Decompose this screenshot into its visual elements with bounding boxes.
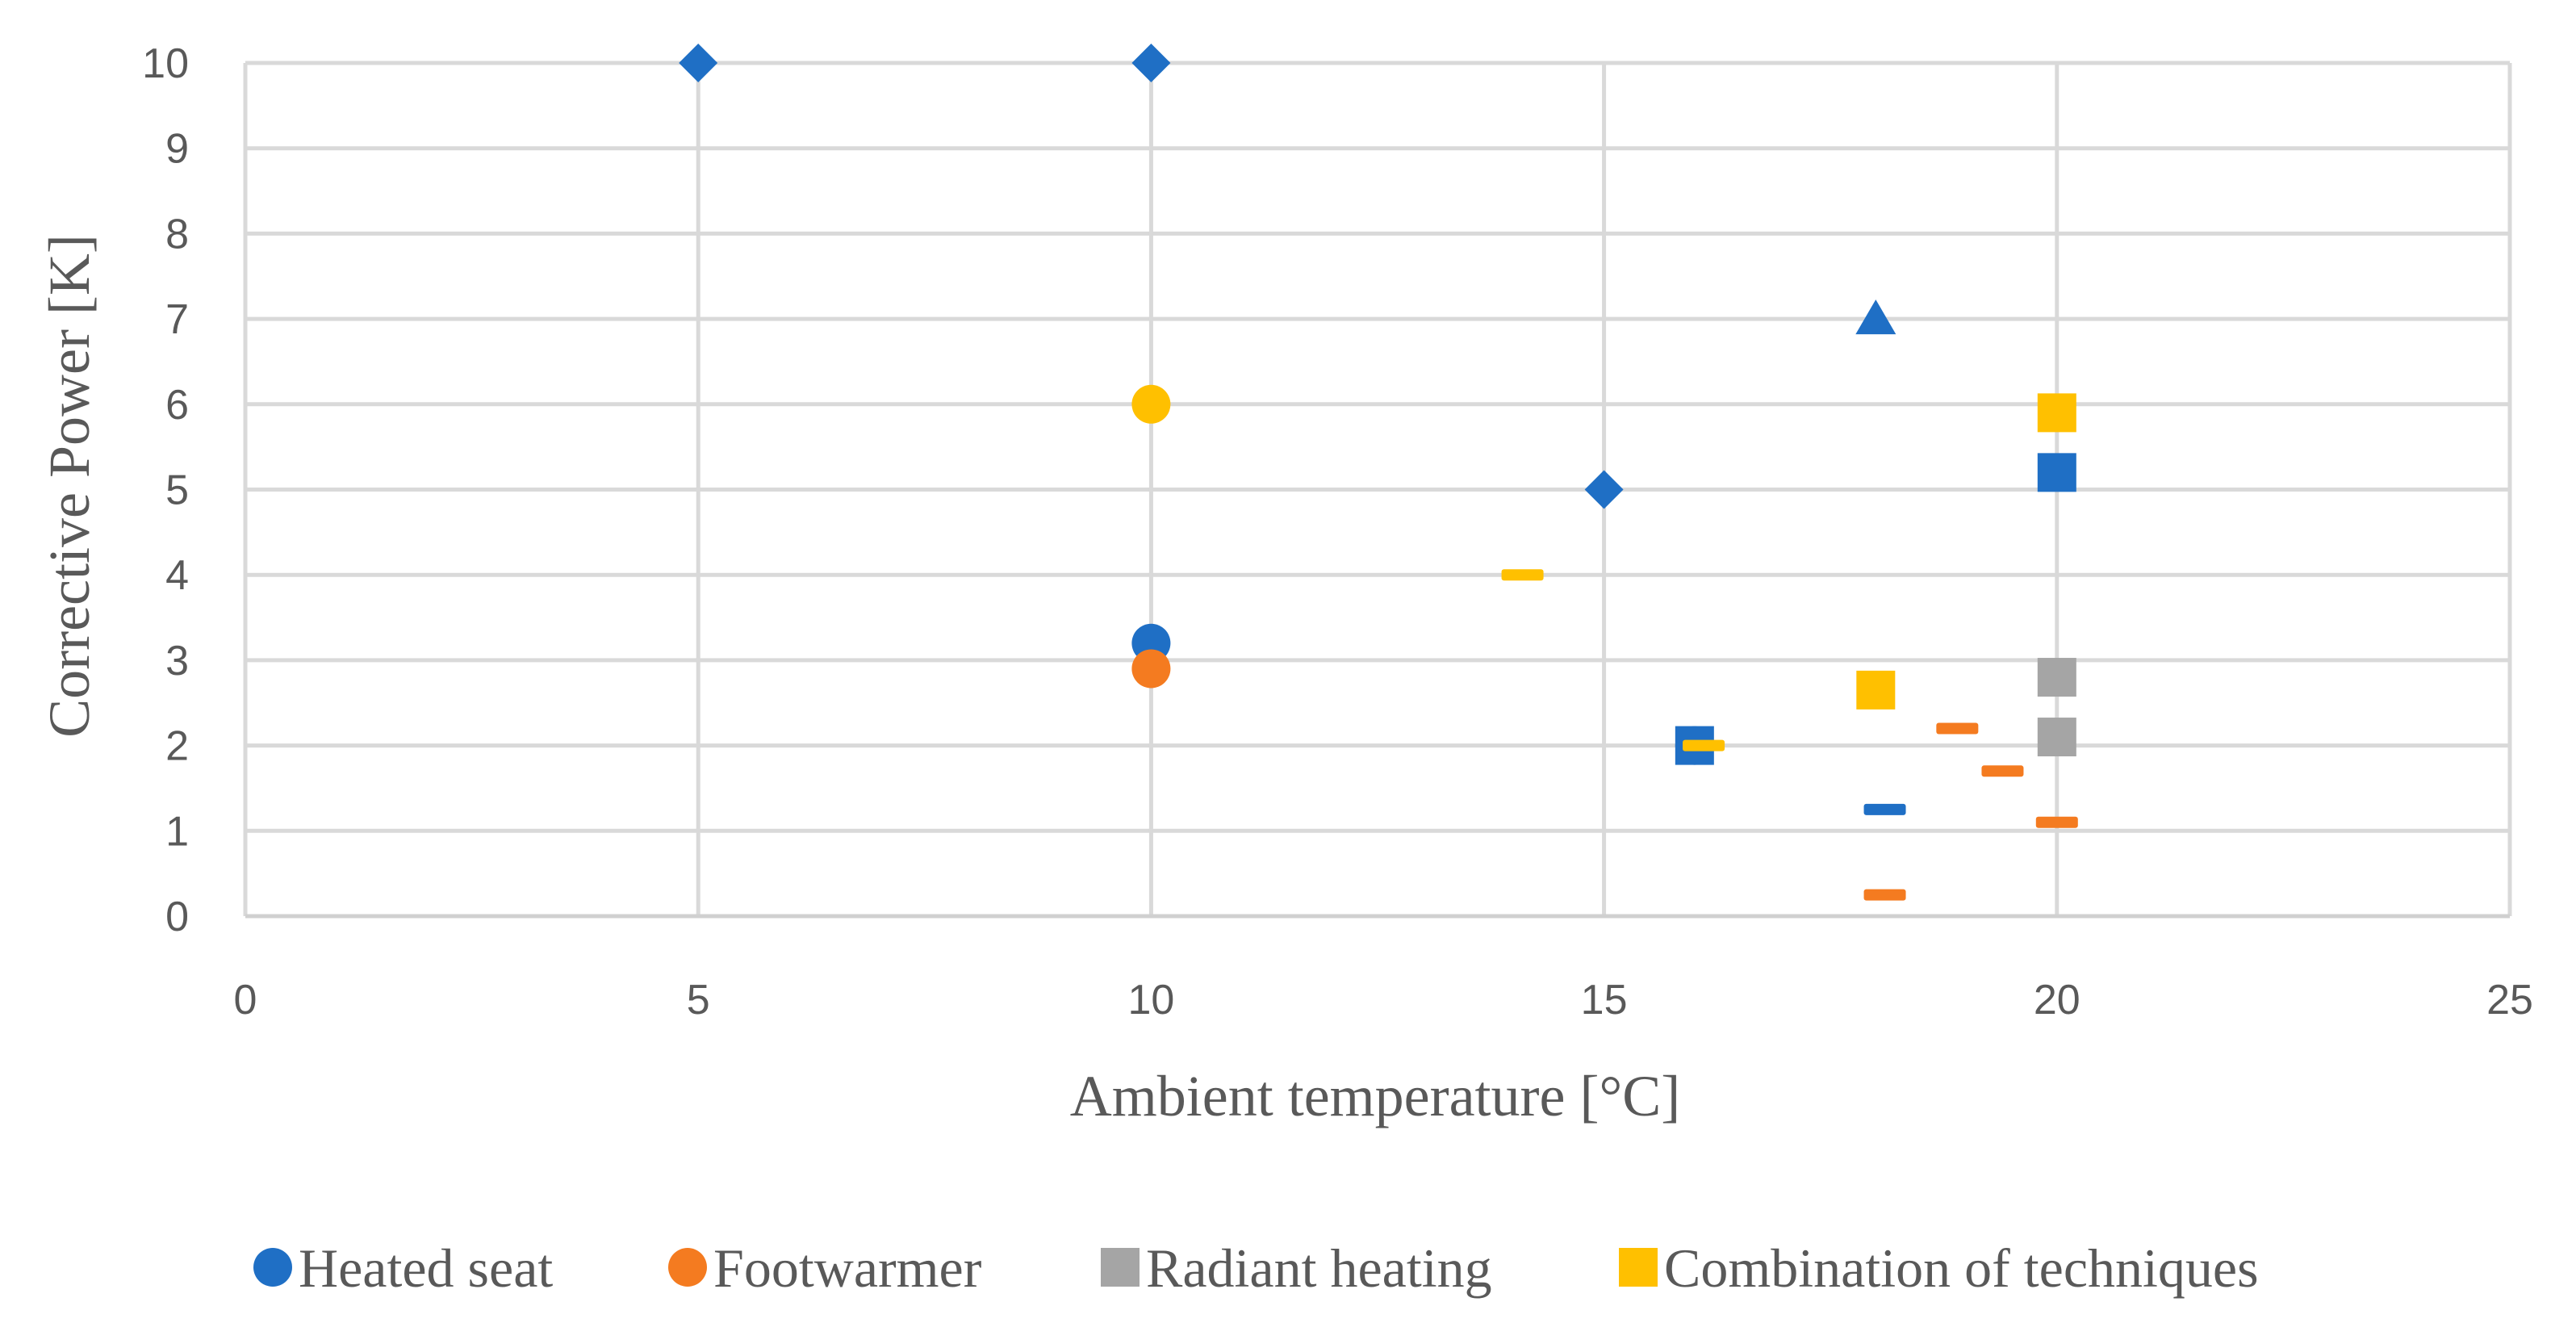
y-tick-label: 3: [165, 638, 189, 684]
y-axis-ticks: 0 1 2 3 4 5 6 7 8 9 10: [142, 40, 189, 940]
data-point-heated-seat: [679, 44, 718, 82]
legend-label: Combination of techniques: [1664, 1237, 2259, 1299]
data-point-combination-of-techniques: [1683, 739, 1725, 751]
y-tick-label: 2: [165, 723, 189, 770]
legend-marker: [668, 1248, 707, 1287]
legend-label: Footwarmer: [713, 1237, 982, 1299]
data-point-heated-seat: [1863, 803, 1906, 815]
data-point-heated-seat: [1131, 44, 1171, 82]
y-tick-label: 6: [165, 382, 189, 429]
x-tick-label: 25: [2486, 977, 2533, 1024]
x-tick-label: 10: [1127, 977, 1174, 1024]
x-axis-title: Ambient temperature [°C]: [1070, 1064, 1681, 1128]
legend-label: Radiant heating: [1146, 1237, 1492, 1299]
y-tick-label: 1: [165, 808, 189, 855]
x-tick-label: 0: [234, 977, 257, 1024]
data-point-footwarmer: [1863, 889, 1906, 901]
y-tick-label: 5: [165, 467, 189, 514]
legend-item-combination-of-techniques[interactable]: Combination of techniques: [1619, 1237, 2259, 1299]
legend-item-radiant-heating[interactable]: Radiant heating: [1101, 1237, 1492, 1299]
data-point-combination-of-techniques: [1501, 569, 1544, 581]
data-point-heated-seat: [1855, 299, 1896, 335]
y-tick-label: 9: [165, 126, 189, 173]
data-point-footwarmer: [2035, 816, 2078, 828]
legend-marker: [1101, 1248, 1140, 1287]
data-point-combination-of-techniques: [1856, 670, 1896, 710]
data-point-footwarmer: [1981, 765, 2024, 777]
x-tick-label: 5: [687, 977, 710, 1024]
x-tick-label: 15: [1581, 977, 1628, 1024]
data-point-radiant-heating: [2037, 658, 2076, 697]
data-point-footwarmer: [1936, 722, 1979, 735]
y-tick-label: 0: [165, 894, 189, 940]
data-point-combination-of-techniques: [2037, 393, 2076, 433]
legend-item-heated-seat[interactable]: Heated seat: [253, 1237, 553, 1299]
data-point-combination-of-techniques: [1131, 384, 1171, 424]
x-tick-label: 20: [2034, 977, 2080, 1024]
data-point-footwarmer: [1131, 649, 1171, 689]
y-tick-label: 7: [165, 296, 189, 343]
legend[interactable]: Heated seat Footwarmer Radiant heating Comb…: [253, 1237, 2259, 1299]
legend-marker: [1619, 1248, 1658, 1287]
x-axis-ticks: 0 5 10 15 20 25: [234, 977, 2533, 1024]
data-point-heated-seat: [2037, 453, 2076, 492]
data-point-radiant-heating: [2037, 718, 2076, 757]
y-axis-title: Corrective Power [K]: [37, 234, 102, 738]
legend-label: Heated seat: [299, 1237, 553, 1299]
legend-item-footwarmer[interactable]: Footwarmer: [668, 1237, 982, 1299]
data-points: [679, 44, 2078, 901]
y-tick-label: 8: [165, 211, 189, 257]
y-tick-label: 4: [165, 552, 189, 599]
grid-lines: [243, 61, 2512, 919]
legend-marker: [253, 1248, 292, 1287]
data-point-heated-seat: [1584, 470, 1624, 509]
y-tick-label: 10: [142, 40, 189, 87]
